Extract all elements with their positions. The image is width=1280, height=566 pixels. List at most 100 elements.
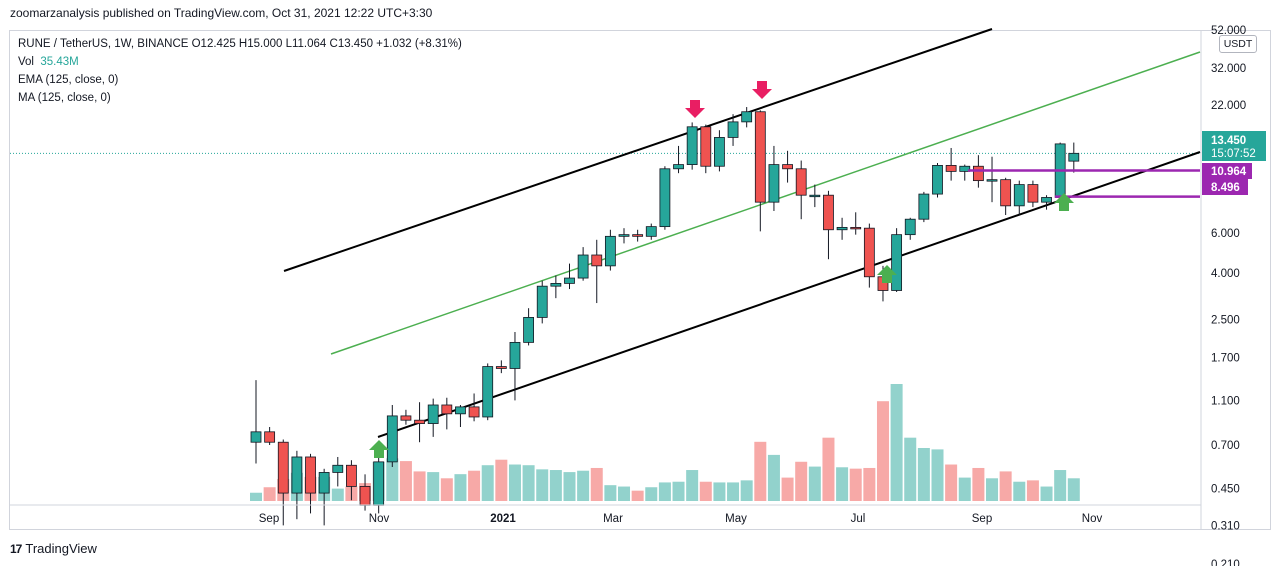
- buy-arrow-icon: [369, 440, 389, 458]
- candle-body: [673, 164, 684, 170]
- resistance-price-value: 10.964: [1211, 166, 1247, 178]
- candle-body: [455, 406, 466, 415]
- price-tick-label: 32.000: [1211, 63, 1246, 75]
- time-tick-label: Sep: [259, 513, 279, 525]
- volume-bar: [945, 464, 958, 501]
- candle: [795, 160, 807, 220]
- time-tick-label: Nov: [1082, 513, 1103, 525]
- price-tick-label: 0.310: [1211, 520, 1240, 532]
- volume-bar: [631, 490, 644, 501]
- volume-bar: [1026, 480, 1039, 501]
- candle-body: [250, 431, 262, 443]
- volume-bar: [999, 471, 1012, 501]
- channel-upper-line: [283, 28, 993, 272]
- candle-body: [714, 137, 725, 167]
- candle-body: [591, 254, 603, 267]
- volume-bar: [263, 487, 276, 501]
- candle: [836, 217, 848, 240]
- footer-brand: 17 TradingView: [10, 541, 97, 556]
- support-price-label: 8.496: [1202, 179, 1248, 195]
- candle-body: [359, 486, 371, 506]
- candle: [400, 409, 412, 425]
- candle: [427, 398, 439, 437]
- candle-body: [400, 415, 412, 421]
- volume-bar: [454, 474, 467, 501]
- publisher-header: zoomarzanalysis published on TradingView…: [10, 6, 433, 20]
- candle: [850, 212, 862, 235]
- candle: [604, 229, 616, 271]
- candle-body: [904, 218, 916, 236]
- buy-arrow-icon: [877, 265, 897, 283]
- last-price-value: 13.450: [1211, 135, 1246, 147]
- candle: [1068, 142, 1080, 173]
- candle: [659, 166, 671, 230]
- candle-body: [1068, 152, 1080, 162]
- volume-bar: [876, 401, 889, 501]
- candle-body: [305, 456, 316, 494]
- candle: [523, 308, 534, 346]
- candle-body: [373, 461, 385, 506]
- candle: [959, 164, 971, 181]
- candle: [823, 190, 834, 260]
- candle: [414, 402, 425, 443]
- volume-bar: [495, 459, 508, 501]
- candle-body: [346, 464, 357, 487]
- volume-bar: [727, 482, 740, 501]
- candle-body: [564, 277, 575, 284]
- candle-body: [686, 126, 698, 165]
- volume-bar: [740, 480, 753, 501]
- volume-bar: [699, 481, 712, 501]
- ma-legend[interactable]: MA (125, close, 0): [18, 92, 111, 104]
- candle: [673, 145, 684, 174]
- chart-frame[interactable]: [9, 30, 1271, 530]
- time-tick-label: Mar: [603, 513, 623, 525]
- buy-arrow-icon: [1054, 193, 1074, 211]
- resistance-price-box: [1202, 163, 1252, 179]
- candle-body: [836, 226, 848, 231]
- bar-countdown: 15:07:52: [1211, 148, 1256, 160]
- volume-bar: [849, 468, 862, 501]
- candle: [727, 114, 739, 146]
- time-tick-label: Jul: [851, 513, 866, 525]
- volume-bar: [481, 465, 494, 501]
- currency-badge[interactable]: USDT: [1219, 35, 1257, 53]
- price-tick-label: 4.000: [1211, 268, 1240, 280]
- price-tick-label: 0.450: [1211, 484, 1240, 496]
- candle-body: [509, 341, 521, 369]
- candle: [741, 107, 753, 128]
- candle-body: [332, 464, 344, 473]
- candle-body: [782, 164, 793, 170]
- candle-body: [632, 234, 644, 237]
- candle: [618, 228, 630, 244]
- candle-body: [264, 431, 276, 443]
- ema-legend[interactable]: EMA (125, close, 0): [18, 74, 119, 86]
- volume-bar: [808, 466, 821, 501]
- candle-body: [441, 404, 453, 415]
- price-tick-label: 1.100: [1211, 395, 1240, 407]
- support-price-value: 8.496: [1211, 182, 1240, 194]
- candle: [986, 156, 998, 203]
- last-price-box: [1202, 131, 1266, 161]
- volume-bar: [686, 470, 699, 501]
- volume-bar: [331, 488, 344, 501]
- resistance-price-label: 10.964: [1202, 163, 1252, 179]
- candle-body: [754, 111, 766, 203]
- candle: [386, 404, 398, 468]
- volume-bar: [1067, 478, 1080, 501]
- volume-legend[interactable]: Vol 35.43M: [18, 53, 462, 71]
- sell-arrow-icon: [685, 100, 705, 118]
- candle: [932, 162, 943, 198]
- symbol-info[interactable]: RUNE / TetherUS, 1W, BINANCE O12.425 H15…: [18, 38, 462, 50]
- volume-bar: [549, 470, 562, 501]
- candle-body: [645, 226, 657, 237]
- candle-body: [1013, 184, 1025, 207]
- candle: [754, 110, 766, 232]
- volume-bar: [836, 467, 849, 501]
- volume-bar: [508, 464, 521, 501]
- time-tick-label: Sep: [972, 513, 992, 525]
- volume-bar: [1013, 481, 1026, 501]
- chart-legend: RUNE / TetherUS, 1W, BINANCE O12.425 H15…: [18, 35, 462, 107]
- candle-body: [1000, 179, 1012, 207]
